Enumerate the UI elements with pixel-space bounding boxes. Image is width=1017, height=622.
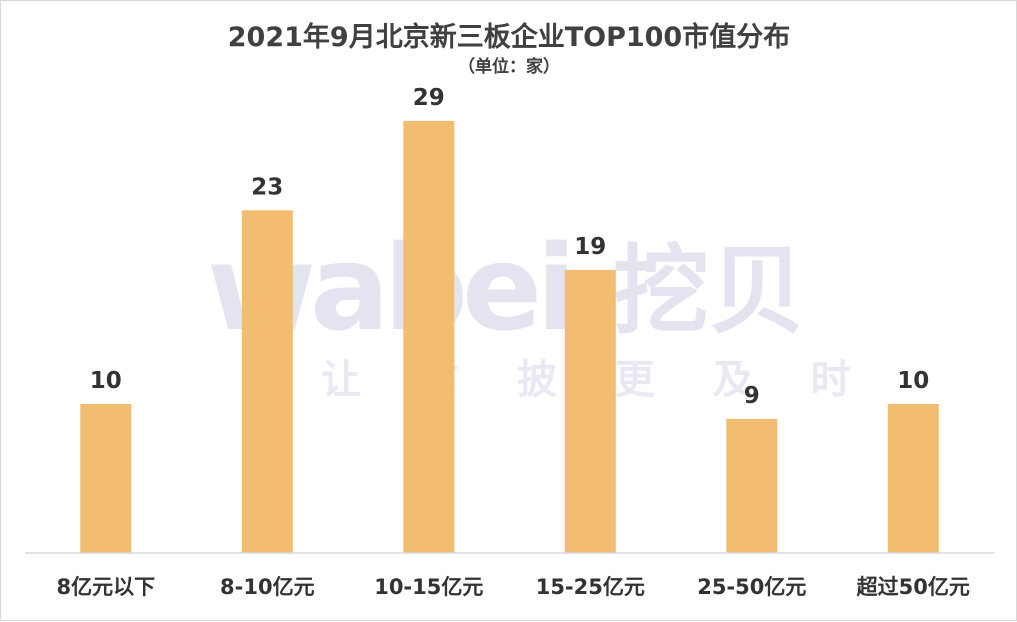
bar <box>726 418 778 553</box>
bar <box>241 210 293 554</box>
data-label: 9 <box>744 383 760 409</box>
x-tick-label: 15-25亿元 <box>536 575 645 599</box>
data-label: 10 <box>897 368 929 394</box>
watermark-brand-cn: 挖贝 <box>613 235 805 347</box>
watermark: wabei 挖贝 让 信 披 更 及 时 <box>207 219 851 403</box>
chart-subtitle: （单位：家） <box>458 56 560 77</box>
x-tick-label: 8亿元以下 <box>56 575 155 599</box>
x-axis-tick-labels: 8亿元以下 8-10亿元 10-15亿元 15-25亿元 25-50亿元 超过50亿元 <box>56 575 969 599</box>
bar <box>887 404 939 553</box>
bar <box>564 269 616 553</box>
bar <box>403 120 455 554</box>
data-labels: 10 23 29 19 9 10 <box>90 85 930 409</box>
data-label: 29 <box>413 85 445 111</box>
data-label: 19 <box>574 234 606 260</box>
x-tick-label: 超过50亿元 <box>857 575 970 599</box>
chart-title: 2021年9月北京新三板企业TOP100市值分布 <box>228 21 790 53</box>
x-tick-label: 25-50亿元 <box>697 575 806 599</box>
bar-series <box>80 120 939 554</box>
x-tick-label: 8-10亿元 <box>220 575 315 599</box>
bar <box>80 404 132 553</box>
data-label: 10 <box>90 368 122 394</box>
x-tick-label: 10-15亿元 <box>374 575 483 599</box>
data-label: 23 <box>251 174 283 200</box>
